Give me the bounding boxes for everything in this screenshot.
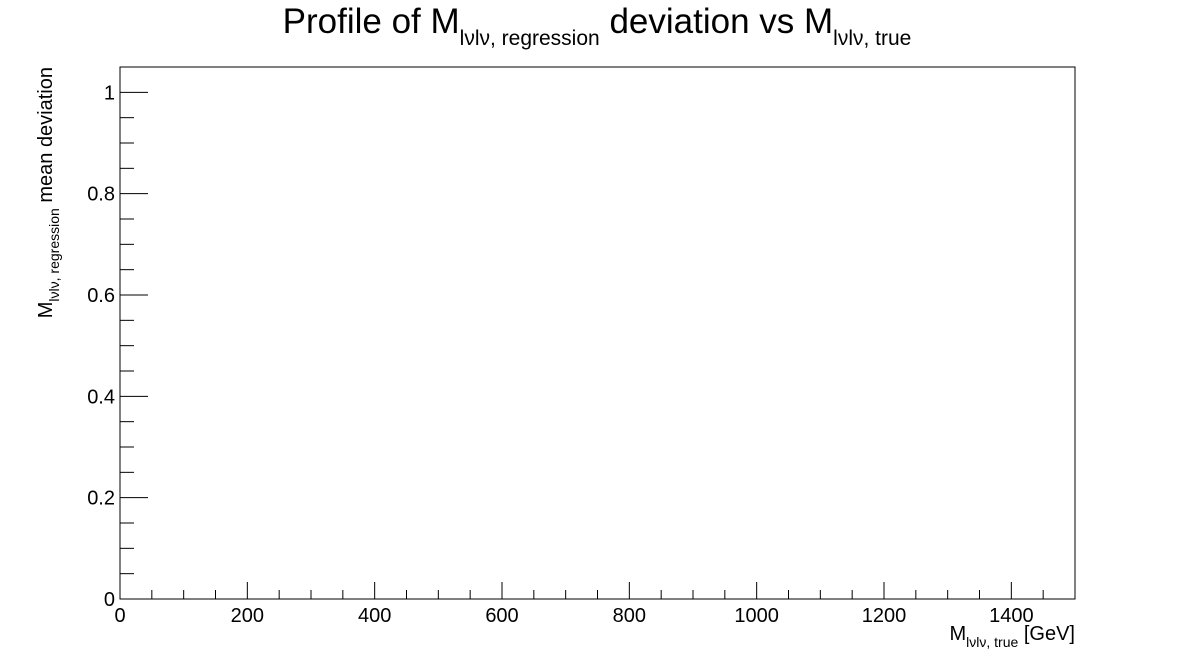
y-axis-ticks (120, 66, 148, 600)
title-sub-true: lνlν, true (833, 27, 911, 50)
y-label-sub: lνlν, regression (46, 208, 62, 301)
plot-frame (119, 66, 1076, 600)
y-tick-label: 0.4 (87, 386, 115, 408)
y-axis-label: Mlνlν, regression mean deviation (35, 67, 62, 318)
chart-title: Profile of Mlνlν, regression deviation v… (283, 2, 912, 50)
x-label-suffix: [GeV] (1018, 623, 1075, 645)
x-label-sub: lνlν, true (966, 634, 1018, 650)
y-tick-label: 0.6 (87, 285, 115, 307)
x-axis-label: Mlνlν, true [GeV] (950, 623, 1076, 650)
y-tick-label: 0 (104, 589, 115, 611)
y-axis-tick-labels: 0 0.2 0.4 0.6 0.8 1 (87, 82, 115, 611)
title-middle: deviation vs M (600, 2, 833, 41)
x-tick-label: 1200 (862, 605, 907, 627)
title-sub-regression: lνlν, regression (460, 27, 600, 50)
x-tick-label: 200 (231, 605, 264, 627)
x-tick-label: 1000 (734, 605, 779, 627)
x-tick-label: 0 (114, 605, 125, 627)
y-tick-label: 1 (104, 82, 115, 104)
y-label-suffix: mean deviation (35, 67, 57, 208)
x-axis-tick-labels: 0 200 400 600 800 1000 1200 1400 (114, 605, 1033, 627)
y-label-main: M (35, 302, 57, 319)
x-axis-ticks (119, 582, 1076, 599)
x-tick-label: 400 (358, 605, 391, 627)
title-prefix: Profile of M (283, 2, 460, 41)
y-tick-label: 0.8 (87, 184, 115, 206)
x-label-main: M (950, 623, 967, 645)
chart-title-text: Profile of Mlνlν, regression deviation v… (283, 2, 912, 50)
x-tick-label: 1400 (989, 605, 1034, 627)
x-tick-label: 600 (485, 605, 518, 627)
y-tick-label: 0.2 (87, 488, 115, 510)
x-tick-label: 800 (613, 605, 646, 627)
